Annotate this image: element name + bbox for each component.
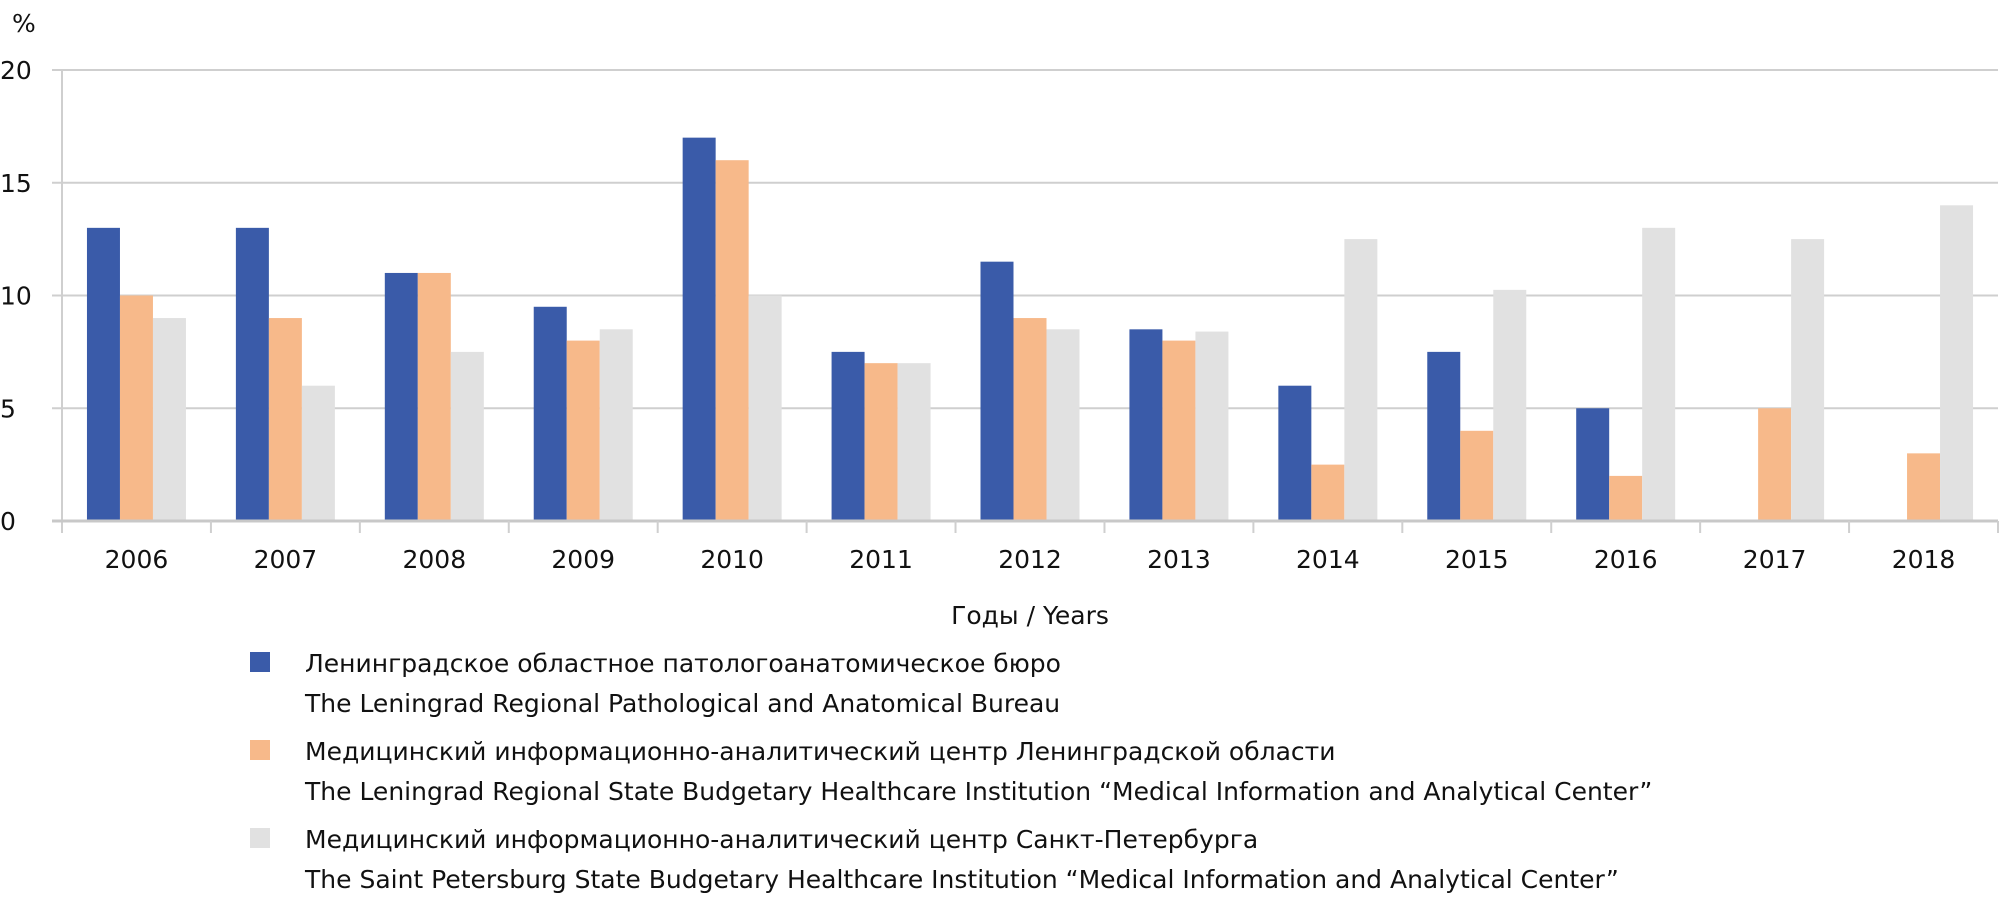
x-tick-label: 2016 bbox=[1594, 545, 1658, 574]
bar-series-2 bbox=[1907, 453, 1941, 521]
axes: 0 5 10 15 20 2006 2007 2008 2009 2010 2011 2012 2013… bbox=[0, 56, 1999, 574]
x-tick-label: 2008 bbox=[402, 545, 466, 574]
bar-series-2 bbox=[1460, 430, 1494, 521]
x-tick-label: 2011 bbox=[849, 545, 913, 574]
y-tick-label: 5 bbox=[0, 394, 16, 423]
x-axis-label: Годы / Years bbox=[951, 601, 1109, 630]
bar-series-1 bbox=[235, 227, 269, 521]
bar-series-3 bbox=[1195, 331, 1229, 521]
x-tick-label: 2010 bbox=[700, 545, 764, 574]
bar-series-1 bbox=[86, 227, 120, 521]
bar-series-1 bbox=[533, 306, 567, 521]
x-tick-label: 2018 bbox=[1892, 545, 1956, 574]
x-tick-label: 2013 bbox=[1147, 545, 1211, 574]
legend-label-en: The Leningrad Regional Pathological and … bbox=[304, 689, 1060, 718]
bar-series-2 bbox=[1609, 475, 1643, 521]
legend: Ленинградское областное патологоанатомич… bbox=[250, 649, 1652, 894]
bar-series-2 bbox=[268, 318, 302, 521]
legend-swatch bbox=[250, 652, 270, 672]
bar-series-3 bbox=[748, 295, 782, 521]
bar-series-2 bbox=[1162, 340, 1196, 521]
bar-series-1 bbox=[682, 137, 716, 521]
x-tick-label: 2015 bbox=[1445, 545, 1509, 574]
x-tick-label: 2009 bbox=[551, 545, 615, 574]
bar-series-3 bbox=[1344, 239, 1378, 521]
legend-swatch bbox=[250, 740, 270, 760]
bar-series-3 bbox=[301, 385, 335, 521]
bar-series-3 bbox=[897, 363, 931, 521]
bar-series-1 bbox=[384, 272, 418, 521]
bar-series-1 bbox=[1278, 385, 1312, 521]
y-tick-label: 15 bbox=[0, 169, 32, 198]
bar-series-1 bbox=[831, 351, 865, 521]
bar-series-2 bbox=[566, 340, 600, 521]
x-tick-label: 2012 bbox=[998, 545, 1062, 574]
bar-series-3 bbox=[1791, 239, 1825, 521]
legend-label-en: The Leningrad Regional State Budgetary H… bbox=[304, 777, 1652, 806]
x-tick-label: 2017 bbox=[1743, 545, 1807, 574]
bar-series-2 bbox=[1311, 464, 1345, 521]
bar-series-2 bbox=[715, 160, 749, 521]
bar-series-3 bbox=[1046, 329, 1080, 521]
legend-label-ru: Медицинский информационно-аналитический … bbox=[305, 737, 1335, 766]
legend-label-ru: Медицинский информационно-аналитический … bbox=[305, 825, 1258, 854]
y-tick-label: 0 bbox=[0, 507, 16, 536]
x-tick-label: 2007 bbox=[254, 545, 318, 574]
bar-series-2 bbox=[1758, 408, 1792, 521]
bar-series-2 bbox=[119, 295, 153, 521]
bar-series-1 bbox=[980, 261, 1014, 521]
y-axis-label: % bbox=[12, 9, 36, 38]
bar-series-2 bbox=[864, 363, 898, 521]
bar-series-3 bbox=[152, 318, 186, 521]
y-tick-label: 10 bbox=[0, 282, 32, 311]
bar-series-3 bbox=[1493, 289, 1527, 521]
bar-series-3 bbox=[1642, 227, 1676, 521]
bar-series-3 bbox=[1940, 205, 1974, 522]
x-tick-label: 2006 bbox=[105, 545, 169, 574]
bar-series-3 bbox=[450, 351, 484, 521]
legend-label-ru: Ленинградское областное патологоанатомич… bbox=[305, 649, 1061, 678]
bar-series-2 bbox=[1013, 318, 1047, 521]
bars bbox=[86, 137, 1974, 522]
legend-label-en: The Saint Petersburg State Budgetary Hea… bbox=[304, 865, 1619, 894]
bar-series-2 bbox=[417, 272, 451, 521]
bar-series-1 bbox=[1129, 329, 1163, 521]
bar-series-1 bbox=[1427, 351, 1461, 521]
bar-series-1 bbox=[1576, 408, 1610, 521]
x-tick-label: 2014 bbox=[1296, 545, 1360, 574]
y-tick-label: 20 bbox=[0, 56, 32, 85]
legend-swatch bbox=[250, 828, 270, 848]
bar-series-3 bbox=[599, 329, 633, 521]
